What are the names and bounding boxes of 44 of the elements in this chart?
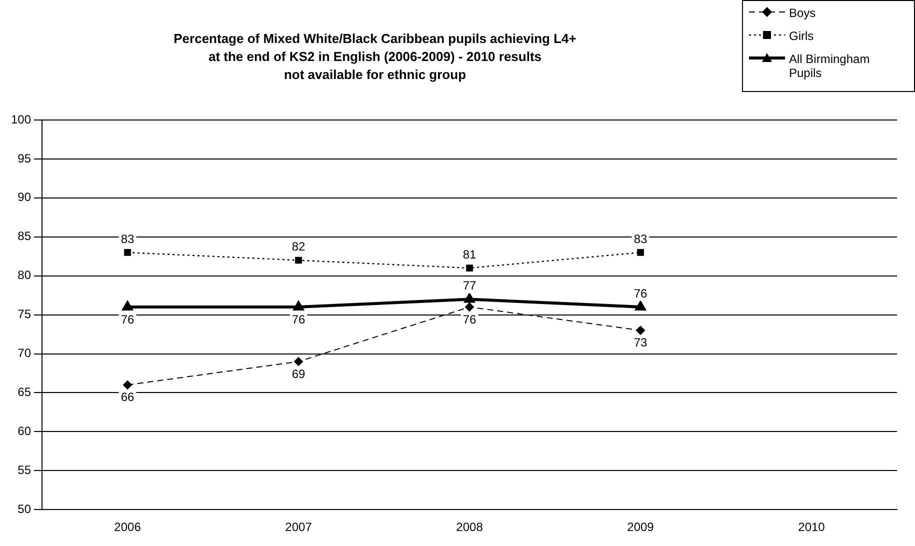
point xyxy=(294,357,304,366)
point xyxy=(636,302,646,311)
data-label: 81 xyxy=(462,247,477,262)
data-label: 83 xyxy=(634,232,648,246)
data-label: 73 xyxy=(634,336,648,350)
point xyxy=(465,302,474,312)
point xyxy=(466,264,473,272)
point xyxy=(124,249,131,256)
y-tick-label: 75 xyxy=(18,307,32,322)
x-tick-label: 2007 xyxy=(285,520,312,534)
data-label: 76 xyxy=(120,312,135,326)
x-tick-label: 2009 xyxy=(627,520,654,534)
y-tick-label: 65 xyxy=(18,385,32,400)
data-label: 77 xyxy=(462,278,477,293)
y-tick-label: 80 xyxy=(18,268,32,282)
legend-label: Girls xyxy=(789,29,815,43)
chart-title: Percentage of Mixed White/Black Caribbean pupils achieving L4+ at the end of KS2 in English (2006-2009) - 2010 results not available for ethnic group xyxy=(172,30,578,84)
point xyxy=(637,249,644,256)
point xyxy=(122,302,132,311)
legend-label: All Birmingham Pupils xyxy=(789,52,871,80)
point xyxy=(294,302,304,311)
y-tick-label: 85 xyxy=(18,229,32,244)
x-tick-label: 2008 xyxy=(456,520,484,534)
data-label: 66 xyxy=(120,390,135,404)
x-tick-label: 2006 xyxy=(114,520,142,534)
legend-label: Boys xyxy=(789,6,817,20)
y-tick-label: 55 xyxy=(18,462,32,477)
point xyxy=(295,256,302,264)
y-tick-label: 90 xyxy=(18,190,32,204)
point xyxy=(464,294,474,303)
point xyxy=(636,326,646,335)
data-label: 76 xyxy=(634,286,648,300)
x-tick-label: 2010 xyxy=(798,520,826,534)
data-label: 83 xyxy=(120,232,135,246)
data-label: 76 xyxy=(292,312,306,326)
data-label: 69 xyxy=(292,366,306,381)
data-label: 76 xyxy=(462,312,477,326)
y-tick-label: 70 xyxy=(18,346,32,360)
data-label: 82 xyxy=(292,240,306,254)
y-tick-label: 60 xyxy=(18,424,32,438)
y-tick-label: 50 xyxy=(18,502,32,516)
y-tick-label: 95 xyxy=(18,151,32,166)
point xyxy=(123,380,132,390)
y-tick-label: 100 xyxy=(10,112,32,126)
